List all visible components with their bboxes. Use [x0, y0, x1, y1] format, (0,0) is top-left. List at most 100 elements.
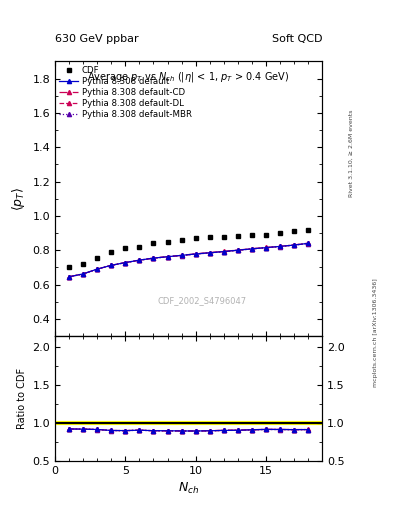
Pythia 8.308 default-CD — [221, 248, 226, 254]
Pythia 8.308 default-MBR — [306, 241, 310, 247]
Pythia 8.308 default-DL — [151, 255, 156, 261]
Pythia 8.308 default — [278, 243, 283, 249]
Pythia 8.308 default-CD — [250, 246, 254, 252]
Pythia 8.308 default-DL — [292, 242, 296, 248]
Pythia 8.308 default — [179, 252, 184, 259]
Pythia 8.308 default-CD — [95, 266, 99, 272]
Pythia 8.308 default — [109, 262, 114, 268]
Pythia 8.308 default — [137, 257, 142, 263]
Pythia 8.308 default-MBR — [179, 252, 184, 259]
Pythia 8.308 default-DL — [95, 266, 99, 272]
CDF — [208, 234, 212, 241]
Pythia 8.308 default-MBR — [193, 251, 198, 257]
Pythia 8.308 default-CD — [81, 271, 86, 277]
Pythia 8.308 default-CD — [306, 240, 310, 246]
Pythia 8.308 default-MBR — [165, 254, 170, 260]
Text: Soft QCD: Soft QCD — [272, 33, 322, 44]
Pythia 8.308 default — [221, 248, 226, 254]
Pythia 8.308 default-CD — [165, 253, 170, 260]
Line: Pythia 8.308 default-DL: Pythia 8.308 default-DL — [67, 241, 310, 279]
CDF — [250, 232, 254, 238]
CDF — [137, 244, 142, 250]
Text: Average $p_T$ vs $N_{ch}$ ($|\eta|$ < 1, $p_T$ > 0.4 GeV): Average $p_T$ vs $N_{ch}$ ($|\eta|$ < 1,… — [88, 70, 290, 83]
CDF — [109, 249, 114, 255]
CDF — [81, 261, 86, 267]
Line: Pythia 8.308 default: Pythia 8.308 default — [67, 241, 310, 279]
CDF — [235, 232, 240, 239]
Pythia 8.308 default-DL — [235, 247, 240, 253]
Pythia 8.308 default — [193, 251, 198, 257]
Pythia 8.308 default — [123, 260, 128, 266]
CDF — [95, 255, 99, 261]
Pythia 8.308 default-CD — [109, 262, 114, 268]
Pythia 8.308 default-DL — [306, 240, 310, 246]
Pythia 8.308 default-CD — [137, 257, 142, 263]
Line: Pythia 8.308 default-MBR: Pythia 8.308 default-MBR — [67, 242, 310, 279]
CDF — [193, 235, 198, 241]
Pythia 8.308 default-DL — [250, 246, 254, 252]
CDF — [221, 234, 226, 240]
Pythia 8.308 default-MBR — [235, 247, 240, 253]
Pythia 8.308 default-CD — [179, 252, 184, 259]
Pythia 8.308 default-DL — [208, 250, 212, 256]
Pythia 8.308 default-MBR — [208, 250, 212, 256]
Text: CDF_2002_S4796047: CDF_2002_S4796047 — [158, 296, 246, 305]
Pythia 8.308 default-MBR — [151, 255, 156, 261]
Pythia 8.308 default-MBR — [250, 246, 254, 252]
CDF — [306, 226, 310, 232]
CDF — [179, 237, 184, 243]
Pythia 8.308 default-DL — [264, 245, 268, 251]
Pythia 8.308 default-CD — [235, 247, 240, 253]
Pythia 8.308 default-DL — [165, 253, 170, 260]
Pythia 8.308 default-DL — [278, 243, 283, 249]
Pythia 8.308 default-MBR — [221, 249, 226, 255]
Pythia 8.308 default-MBR — [292, 242, 296, 248]
Pythia 8.308 default — [208, 250, 212, 256]
CDF — [123, 245, 128, 251]
Pythia 8.308 default — [250, 246, 254, 252]
Pythia 8.308 default-CD — [193, 251, 198, 257]
Pythia 8.308 default-MBR — [67, 274, 72, 280]
Pythia 8.308 default-DL — [137, 257, 142, 263]
Pythia 8.308 default — [235, 247, 240, 253]
Legend: CDF, Pythia 8.308 default, Pythia 8.308 default-CD, Pythia 8.308 default-DL, Pyt: CDF, Pythia 8.308 default, Pythia 8.308 … — [58, 64, 193, 121]
Pythia 8.308 default-DL — [67, 274, 72, 280]
X-axis label: $N_{ch}$: $N_{ch}$ — [178, 481, 199, 496]
Text: Rivet 3.1.10, ≥ 2.6M events: Rivet 3.1.10, ≥ 2.6M events — [349, 110, 354, 197]
Line: Pythia 8.308 default-CD: Pythia 8.308 default-CD — [67, 241, 310, 279]
Pythia 8.308 default — [165, 253, 170, 260]
Pythia 8.308 default-MBR — [137, 257, 142, 263]
CDF — [278, 230, 283, 236]
Pythia 8.308 default-CD — [151, 255, 156, 261]
Pythia 8.308 default-MBR — [123, 260, 128, 266]
Pythia 8.308 default-CD — [278, 243, 283, 249]
Pythia 8.308 default-CD — [208, 249, 212, 255]
CDF — [264, 232, 268, 238]
Pythia 8.308 default-CD — [67, 274, 72, 280]
Pythia 8.308 default — [292, 242, 296, 248]
Pythia 8.308 default-MBR — [278, 244, 283, 250]
Pythia 8.308 default-MBR — [264, 245, 268, 251]
Pythia 8.308 default-DL — [179, 252, 184, 259]
Y-axis label: Ratio to CDF: Ratio to CDF — [17, 368, 27, 429]
Pythia 8.308 default-DL — [81, 271, 86, 277]
Pythia 8.308 default-MBR — [95, 266, 99, 272]
Pythia 8.308 default — [264, 245, 268, 251]
Pythia 8.308 default-DL — [123, 260, 128, 266]
Pythia 8.308 default-MBR — [109, 263, 114, 269]
Pythia 8.308 default — [306, 240, 310, 246]
Pythia 8.308 default-DL — [109, 262, 114, 268]
CDF — [67, 264, 72, 270]
Text: mcplots.cern.ch [arXiv:1306.3436]: mcplots.cern.ch [arXiv:1306.3436] — [373, 279, 378, 387]
CDF — [151, 240, 156, 246]
CDF — [165, 239, 170, 245]
CDF — [292, 228, 296, 234]
Y-axis label: $\langle p_T \rangle$: $\langle p_T \rangle$ — [10, 186, 27, 211]
Pythia 8.308 default-DL — [221, 248, 226, 254]
Pythia 8.308 default — [151, 255, 156, 261]
Pythia 8.308 default — [67, 274, 72, 280]
Pythia 8.308 default-DL — [193, 251, 198, 257]
Line: CDF: CDF — [67, 227, 310, 270]
Pythia 8.308 default — [95, 266, 99, 272]
Pythia 8.308 default-CD — [264, 244, 268, 250]
